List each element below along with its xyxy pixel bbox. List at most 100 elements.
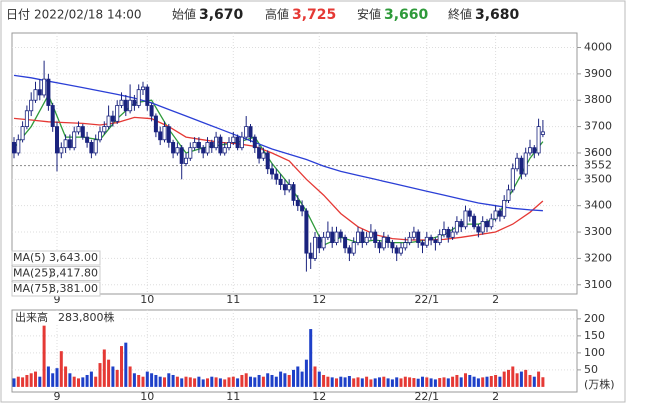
candle-body [162, 126, 167, 141]
date-label: 日付 [6, 8, 30, 22]
ma-line [13, 74, 543, 212]
legend-value: 3,643.00 [49, 251, 98, 264]
candle-body [239, 136, 244, 149]
volume-bar [120, 346, 123, 387]
volume-bar [193, 378, 197, 387]
candle-body [196, 142, 201, 149]
candle-body [420, 242, 425, 246]
candle-body [235, 136, 240, 149]
volume-bar [330, 377, 334, 387]
volume-bar [408, 377, 412, 387]
volume-bar [309, 329, 313, 387]
y-tick-label: 3300 [584, 225, 612, 238]
volume-bar [459, 377, 463, 387]
candle-body [214, 136, 219, 149]
candle-body [446, 229, 451, 238]
volume-bar [541, 377, 545, 387]
volume-bar [98, 363, 102, 387]
y-tick-label: 200 [584, 312, 605, 325]
candle-body [506, 189, 511, 201]
volume-bar [231, 376, 235, 387]
candle-body [450, 231, 455, 238]
volume-bar [399, 378, 403, 387]
volume-bar [158, 376, 162, 387]
volume-bar [498, 376, 502, 387]
volume-bar [532, 376, 536, 387]
legend-name: MA(5) [13, 251, 46, 264]
volume-bar [373, 378, 377, 387]
volume-bar [38, 376, 42, 387]
candle-body [188, 147, 193, 159]
open: 3,670 [199, 7, 244, 23]
candle-body [424, 236, 429, 246]
candle-body [510, 168, 515, 191]
volume-bar [352, 378, 356, 387]
volume-bar [326, 376, 330, 387]
candle-body [304, 210, 309, 254]
candle-body [205, 142, 210, 154]
legend-box [13, 311, 123, 324]
legend-box [11, 281, 101, 297]
volume-bar [395, 377, 399, 387]
volume-bar [519, 371, 523, 387]
volume-bar [464, 373, 467, 387]
volume-bar [442, 377, 446, 387]
volume-unit: (万株) [584, 377, 615, 391]
candle-body [377, 242, 382, 249]
volume-bar [317, 371, 321, 387]
candle-body [166, 126, 171, 143]
candle-body [373, 231, 378, 243]
legend-box [11, 266, 101, 281]
candle-body [300, 205, 305, 212]
volume-bar [300, 371, 304, 387]
header: 日付 2022/02/18 14:00 始値 3,670 高値 3,725 安値… [6, 7, 520, 24]
high-label: 高値 [265, 7, 289, 22]
volume-bar [524, 369, 528, 387]
volume-bar [51, 373, 55, 387]
candle-body [325, 231, 330, 238]
volume-bar [511, 366, 515, 387]
x-tick-label: 10 [140, 293, 154, 306]
volume-bar [150, 373, 154, 387]
candle-body [46, 78, 51, 106]
candle-body [123, 99, 128, 112]
volume-bar [240, 374, 244, 387]
candle-body [102, 126, 107, 133]
y-tick-label: 3600 [584, 146, 612, 159]
candle-body [175, 147, 180, 154]
volume-bar [145, 371, 149, 387]
candle-body [282, 184, 287, 191]
candle-body [145, 86, 150, 106]
legend-name: MA(25) [13, 267, 53, 280]
candle-body [416, 231, 421, 243]
volume-bar [451, 376, 455, 387]
volume-bar [141, 376, 145, 387]
candle-body [497, 210, 502, 217]
x-tick-label: 2 [492, 390, 499, 403]
candle-body [136, 89, 141, 106]
volume-bar [347, 376, 351, 387]
candle-body [312, 236, 317, 259]
volume-bar [107, 359, 111, 387]
candle-body [454, 221, 459, 233]
candle-body [80, 126, 85, 138]
candle-body [201, 147, 206, 154]
candle-body [265, 152, 270, 170]
candle-body [390, 242, 395, 249]
candle-body [368, 231, 373, 238]
frame [0, 0, 626, 403]
volume-bar [210, 376, 214, 387]
candle-body [403, 242, 408, 249]
candle-body [274, 173, 279, 180]
candle-body [343, 236, 348, 249]
volume-bar [132, 373, 136, 387]
volume-bar [115, 369, 119, 387]
volume-bar [292, 369, 295, 387]
candle-body [222, 147, 227, 154]
volume-bar [29, 373, 33, 387]
volume-bar [304, 359, 308, 387]
volume-bar [68, 373, 72, 387]
close: 3,680 [475, 7, 520, 23]
volume-bar [218, 378, 222, 387]
volume-bar [214, 377, 218, 387]
